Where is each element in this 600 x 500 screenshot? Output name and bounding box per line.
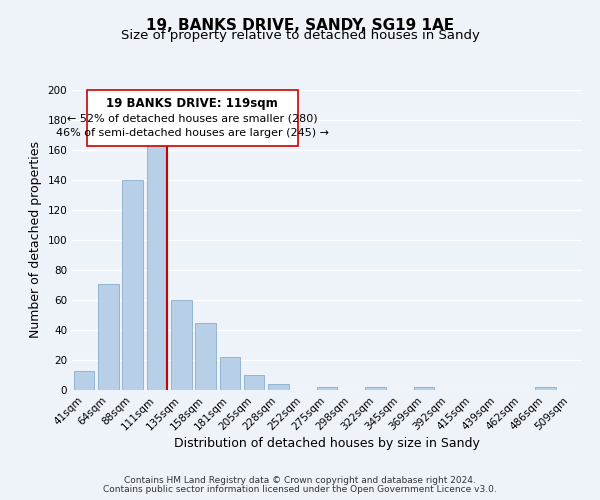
- Y-axis label: Number of detached properties: Number of detached properties: [29, 142, 42, 338]
- Text: Contains HM Land Registry data © Crown copyright and database right 2024.: Contains HM Land Registry data © Crown c…: [124, 476, 476, 485]
- Bar: [171, 300, 191, 390]
- Bar: [98, 284, 119, 390]
- Bar: [74, 370, 94, 390]
- Bar: [86, 90, 298, 146]
- Text: 19, BANKS DRIVE, SANDY, SG19 1AE: 19, BANKS DRIVE, SANDY, SG19 1AE: [146, 18, 454, 32]
- Text: 19 BANKS DRIVE: 119sqm: 19 BANKS DRIVE: 119sqm: [106, 97, 278, 110]
- Text: ← 52% of detached houses are smaller (280): ← 52% of detached houses are smaller (28…: [67, 114, 317, 124]
- Text: 46% of semi-detached houses are larger (245) →: 46% of semi-detached houses are larger (…: [56, 128, 329, 138]
- Bar: [365, 387, 386, 390]
- Bar: [195, 322, 216, 390]
- Text: Size of property relative to detached houses in Sandy: Size of property relative to detached ho…: [121, 29, 479, 42]
- Bar: [220, 357, 240, 390]
- Bar: [414, 387, 434, 390]
- Bar: [317, 387, 337, 390]
- Text: Contains public sector information licensed under the Open Government Licence v3: Contains public sector information licen…: [103, 484, 497, 494]
- Bar: [244, 375, 265, 390]
- Bar: [122, 180, 143, 390]
- X-axis label: Distribution of detached houses by size in Sandy: Distribution of detached houses by size …: [174, 438, 480, 450]
- Bar: [146, 140, 167, 390]
- Bar: [268, 384, 289, 390]
- Bar: [535, 387, 556, 390]
